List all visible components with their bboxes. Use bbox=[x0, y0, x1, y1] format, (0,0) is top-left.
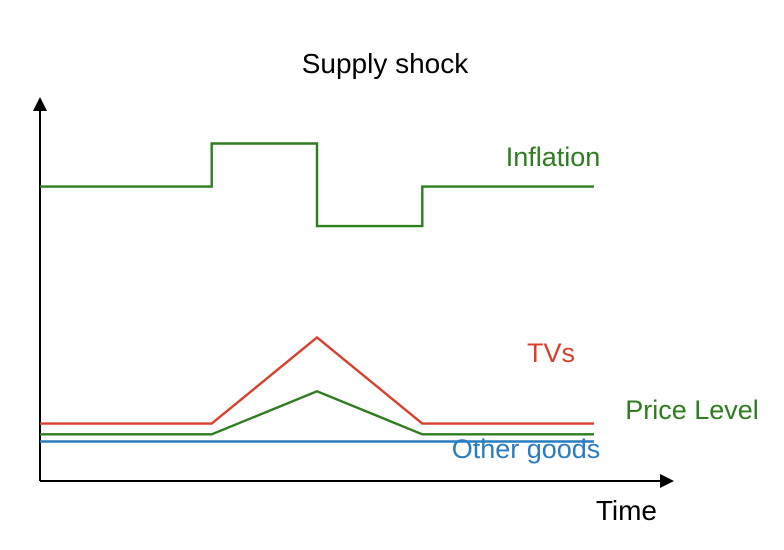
series-lines bbox=[40, 142, 594, 443]
series-label-tvs: TVs bbox=[527, 338, 575, 368]
series-line-tvs bbox=[40, 335, 594, 425]
series-label-inflation: Inflation bbox=[506, 142, 601, 172]
series-label-other-goods: Other goods bbox=[452, 434, 601, 464]
x-axis-label: Time bbox=[596, 495, 657, 526]
series-line-price-level bbox=[40, 390, 594, 436]
series-line-inflation bbox=[40, 142, 594, 228]
chart-title: Supply shock bbox=[302, 48, 470, 79]
series-label-price-level: Price Level bbox=[625, 395, 759, 425]
